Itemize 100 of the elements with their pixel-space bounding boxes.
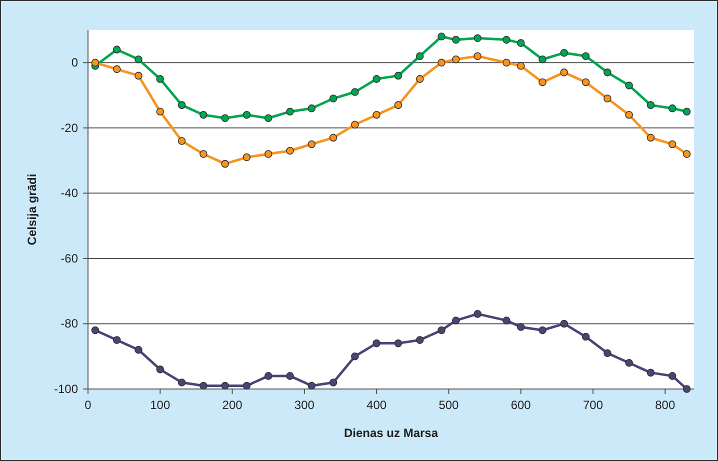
point (200, 110, 208, 119)
point (604, 68, 612, 76)
point (329, 94, 338, 102)
point (452, 36, 460, 44)
point (242, 382, 251, 390)
point (538, 55, 546, 64)
point (452, 55, 460, 64)
point (286, 146, 294, 155)
point (416, 52, 424, 60)
point (221, 160, 229, 168)
point (538, 326, 546, 334)
x-tick-label: 300 (294, 398, 315, 412)
y-tick-label: -20 (60, 120, 78, 135)
point (646, 101, 655, 109)
point (264, 150, 272, 158)
x-tick-label: 100 (150, 398, 170, 412)
point (242, 110, 251, 119)
point (646, 368, 655, 377)
point (474, 52, 482, 60)
point (200, 382, 208, 390)
point (668, 372, 676, 380)
point (604, 349, 612, 357)
x-tick-label: 700 (582, 398, 604, 412)
x-tick-label: 200 (222, 398, 243, 412)
point (438, 58, 446, 67)
point (91, 326, 100, 334)
point (242, 153, 251, 162)
point (416, 336, 424, 344)
point (625, 82, 633, 90)
point (682, 108, 691, 116)
point (372, 110, 380, 119)
point (394, 101, 402, 109)
x-tick-label: 0 (84, 398, 92, 412)
point (134, 72, 142, 80)
point (200, 150, 208, 158)
point (646, 134, 655, 142)
point (156, 366, 164, 374)
point (516, 62, 525, 70)
point (668, 140, 676, 148)
point (329, 134, 338, 142)
point (668, 104, 676, 112)
point (474, 310, 482, 318)
point (538, 78, 546, 86)
point (308, 382, 316, 390)
point (308, 104, 316, 112)
point (625, 358, 633, 367)
point (178, 378, 186, 386)
point (221, 382, 229, 390)
point (604, 94, 612, 102)
point (416, 75, 424, 83)
point (372, 75, 380, 83)
point (582, 52, 590, 60)
y-tick-label: -40 (60, 186, 78, 200)
point (156, 108, 164, 116)
point (394, 339, 402, 348)
y-axis-title: Celsija grādi (25, 174, 39, 246)
y-tick-label: -80 (60, 316, 78, 331)
point (625, 110, 633, 119)
point (221, 114, 229, 122)
x-tick-label: 600 (510, 398, 532, 412)
y-tick-label: -100 (54, 382, 78, 396)
point (286, 108, 294, 116)
point (560, 48, 568, 57)
point (264, 114, 272, 122)
point (91, 58, 100, 67)
point (394, 72, 402, 80)
point (112, 46, 121, 54)
point (286, 372, 294, 380)
point (264, 372, 272, 380)
point (682, 385, 691, 393)
point (560, 68, 568, 76)
point (351, 120, 359, 129)
x-axis-title: Dienas uz Marsa (344, 426, 438, 440)
y-tick-label: 0 (71, 56, 78, 70)
point (438, 32, 446, 40)
point (502, 58, 510, 67)
point (372, 339, 380, 348)
point (682, 150, 691, 158)
point (156, 75, 164, 83)
point (560, 320, 568, 328)
point (438, 326, 446, 334)
point (474, 34, 482, 42)
x-tick-label: 500 (438, 398, 460, 412)
x-tick-label: 400 (366, 398, 387, 412)
point (582, 332, 590, 341)
point (502, 36, 510, 44)
y-tick-label: -60 (60, 251, 78, 266)
point (134, 55, 142, 64)
point (516, 323, 525, 331)
point (502, 316, 510, 324)
point (112, 65, 121, 74)
point (516, 39, 525, 47)
point (582, 78, 590, 86)
point (308, 140, 316, 148)
point (351, 88, 359, 96)
point (112, 336, 121, 344)
x-tick-label: 800 (655, 398, 676, 412)
point (134, 346, 142, 354)
point (178, 101, 186, 109)
point (329, 378, 338, 386)
